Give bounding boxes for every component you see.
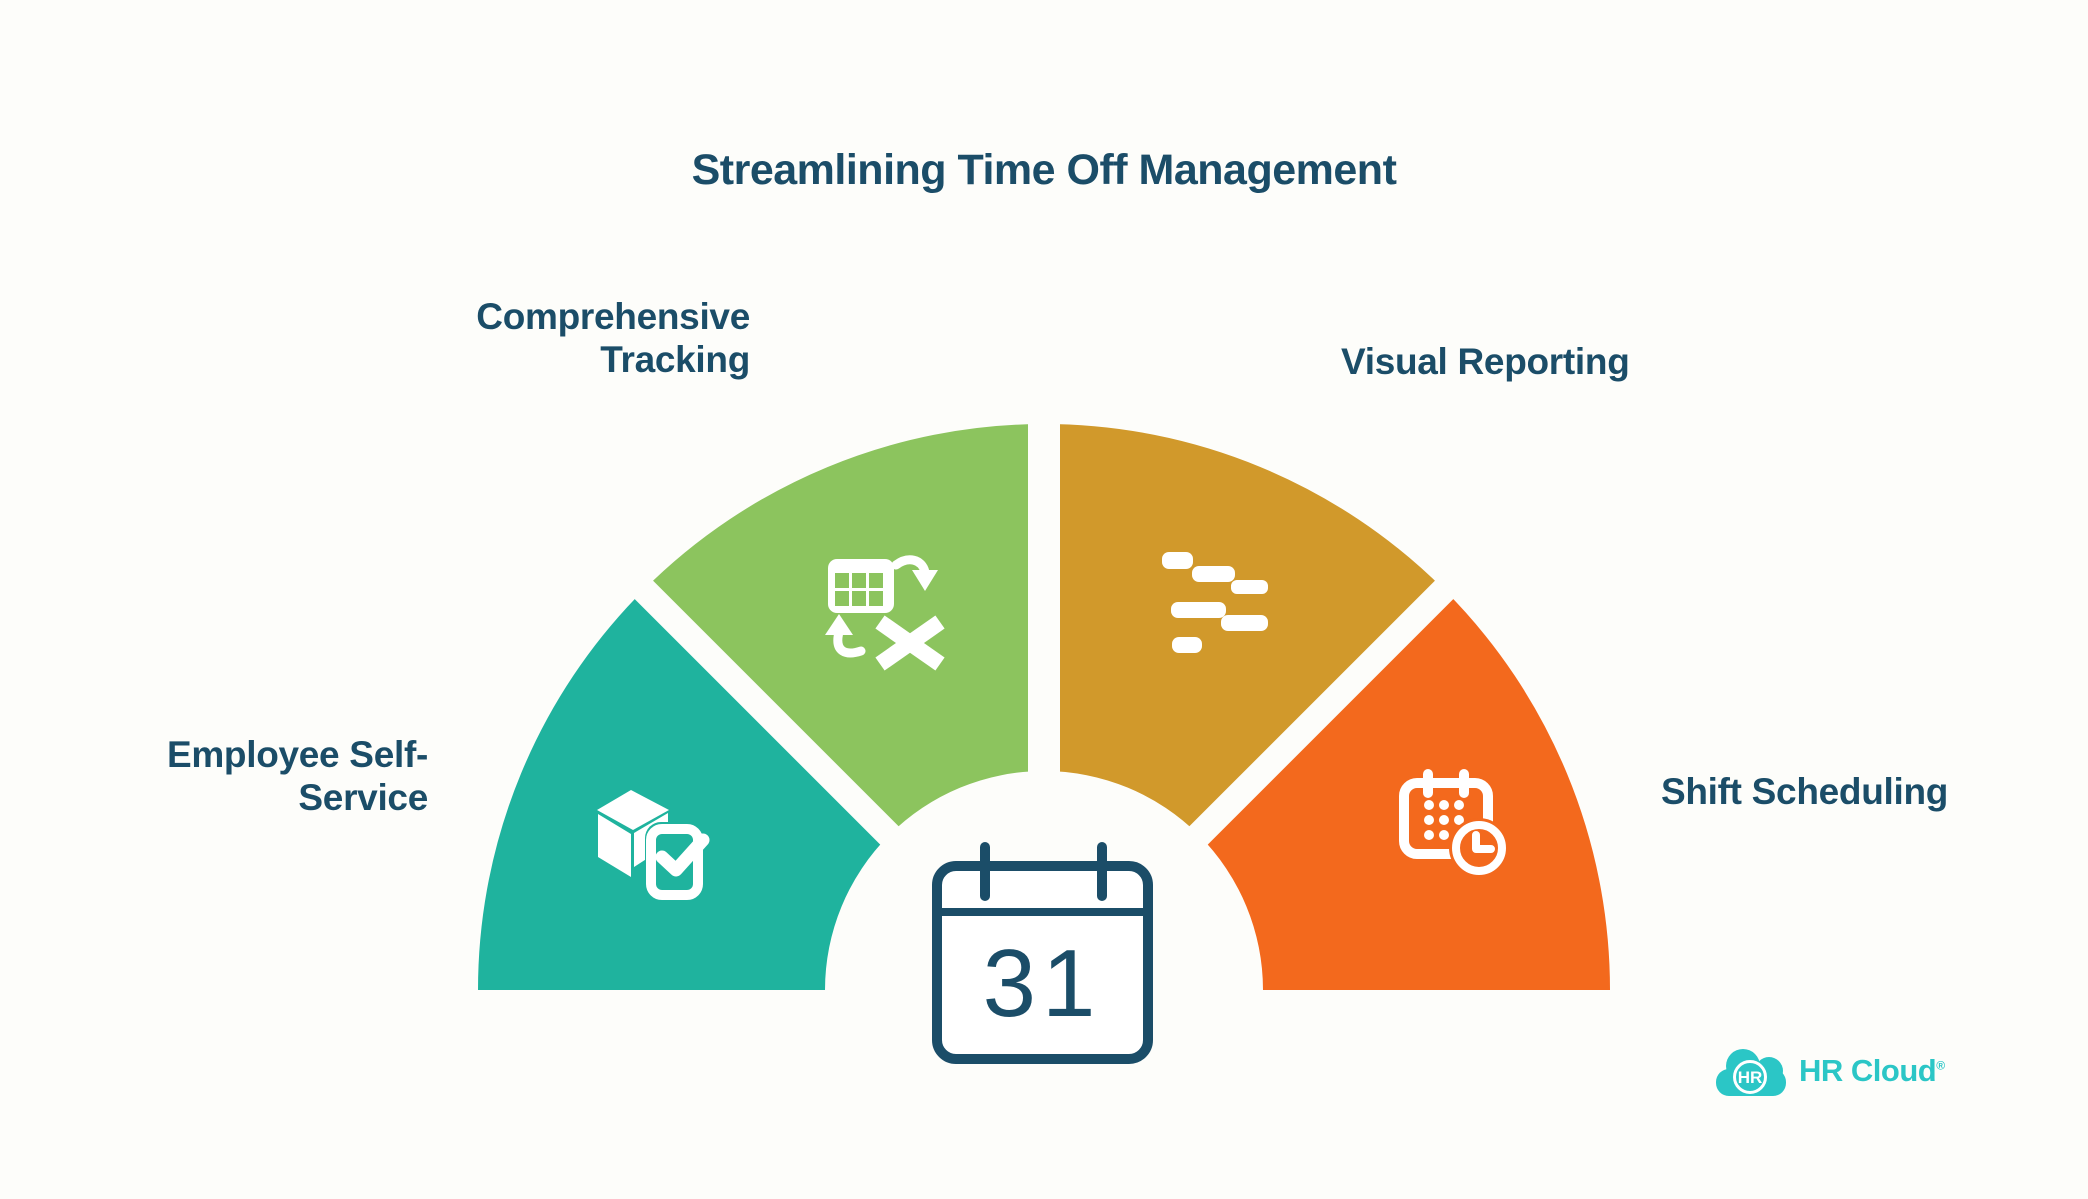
calendar-icon: 31 xyxy=(932,842,1153,1064)
label-visual-reporting: Visual Reporting xyxy=(1341,341,1630,382)
label-employee-self-service: Employee Self- Service xyxy=(166,734,428,818)
label-comprehensive-tracking: Comprehensive Tracking xyxy=(476,296,750,380)
page-title: Streamlining Time Off Management xyxy=(691,146,1397,194)
brand-name: HR Cloud® xyxy=(1799,1053,1945,1089)
hr-badge-ring xyxy=(1733,1060,1767,1094)
hr-cloud-logo: HR xyxy=(1716,1049,1786,1096)
segment-gap xyxy=(1164,563,1471,870)
gantt-chart-icon xyxy=(1162,552,1268,653)
cube-check-icon xyxy=(597,790,710,902)
hr-badge-text: HR xyxy=(1738,1068,1763,1087)
segment-gaps-layer xyxy=(617,400,1471,870)
table-convert-icon xyxy=(825,555,945,671)
brand-trademark: ® xyxy=(1936,1058,1945,1073)
segment-employee-self-service xyxy=(478,589,890,990)
calendar-clock-icon xyxy=(1399,769,1509,878)
segment-icons-layer xyxy=(597,552,1509,902)
brand-name-text: HR Cloud xyxy=(1799,1053,1937,1088)
segment-gap xyxy=(617,563,924,870)
calendar-day-number: 31 xyxy=(983,930,1102,1037)
label-shift-scheduling: Shift Scheduling xyxy=(1661,771,1949,812)
